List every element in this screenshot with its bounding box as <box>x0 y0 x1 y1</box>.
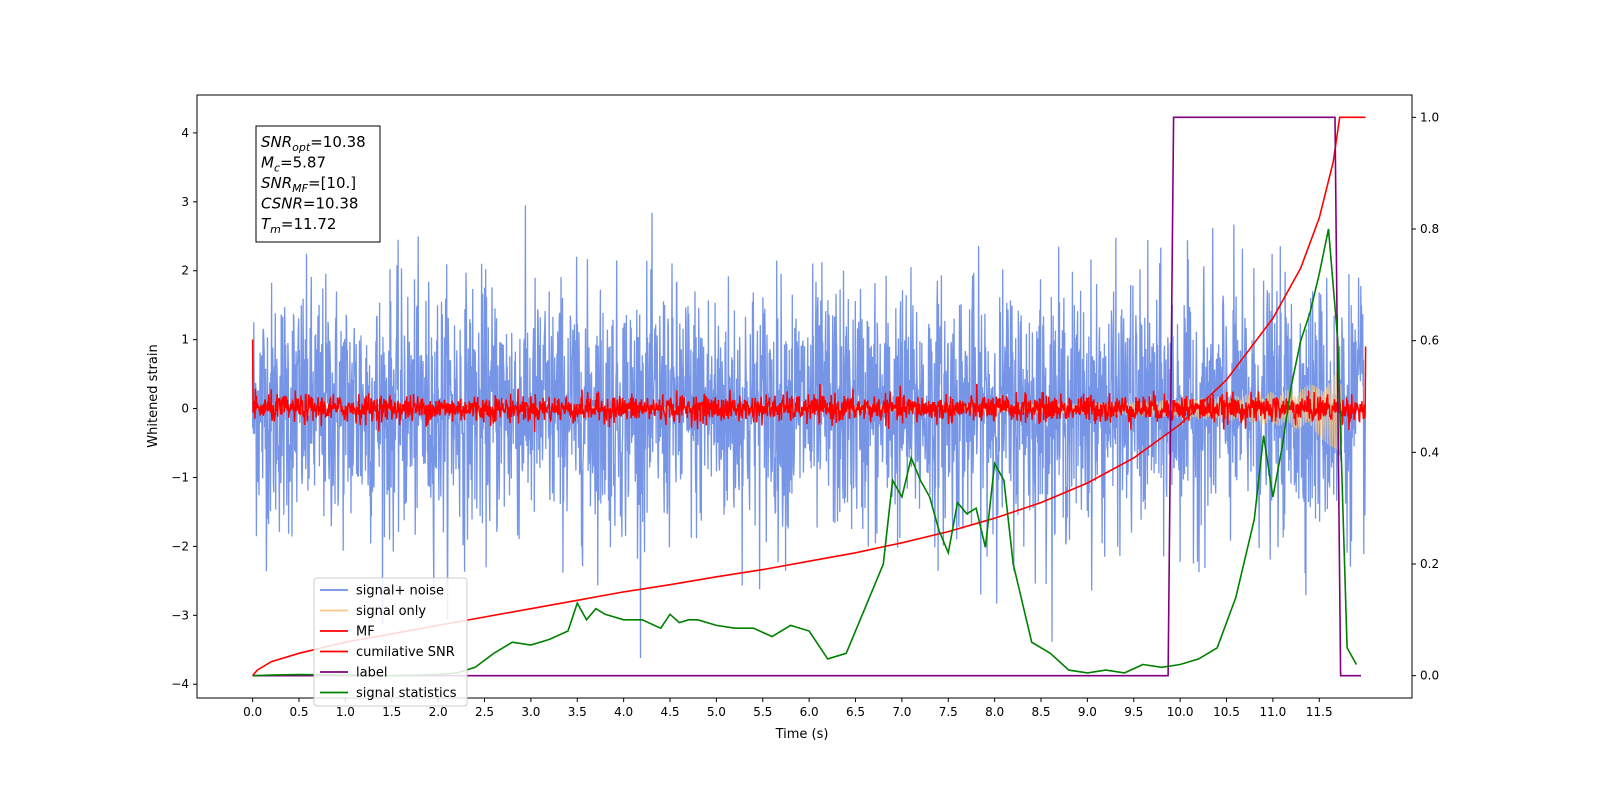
legend-label: label <box>356 666 387 681</box>
stats-annotation-box: SNRopt=10.38Mc=5.87SNRMF=[10.]CSNR=10.38… <box>255 125 381 243</box>
x-tick-label: 11.5 <box>1306 705 1333 719</box>
x-tick-label: 7.5 <box>939 705 958 719</box>
x-tick-label: 2.5 <box>475 705 494 719</box>
x-tick-label: 11.0 <box>1260 705 1287 719</box>
x-tick-label: 4.5 <box>660 705 679 719</box>
legend-frame <box>313 577 468 707</box>
annotation-line: CSNR=10.38 <box>261 195 358 213</box>
x-tick-label: 9.0 <box>1078 705 1097 719</box>
x-tick-label: 1.0 <box>336 705 355 719</box>
x-tick-label: 7.0 <box>892 705 911 719</box>
x-tick-label: 9.5 <box>1124 705 1143 719</box>
annotation-box-frame <box>255 125 381 243</box>
x-tick-label: 5.5 <box>753 705 772 719</box>
legend: signal+ noise signal only MF cumilative SNR… <box>313 577 468 707</box>
y2-tick-label: 0.4 <box>1420 445 1439 459</box>
y-tick-label: −4 <box>171 677 189 691</box>
y-tick-label: 4 <box>181 126 189 140</box>
x-tick-label: 0.0 <box>243 705 262 719</box>
annotation-line: SNRopt=10.38 <box>261 133 366 154</box>
x-tick-label: 10.0 <box>1167 705 1194 719</box>
y-tick-label: 1 <box>181 333 189 347</box>
y-axis-label: Whitened strain <box>146 344 161 447</box>
axes: 0.0 0.5 1.0 1.5 2.0 2.5 3.0 3.5 4.0 4.5 5.0 5.5 6.0 6… <box>171 110 1439 719</box>
x-tick-label: 8.0 <box>985 705 1004 719</box>
x-tick-label: 3.5 <box>568 705 587 719</box>
legend-label: signal+ noise <box>356 584 444 599</box>
x-axis-label: Time (s) <box>775 727 829 742</box>
x-tick-label: 0.5 <box>289 705 308 719</box>
y-tick-label: −1 <box>171 470 189 484</box>
legend-label: cumilative SNR <box>356 645 455 660</box>
x-tick-label: 10.5 <box>1213 705 1240 719</box>
annotation-line: Tm=11.72 <box>261 215 336 236</box>
x-tick-label: 5.0 <box>707 705 726 719</box>
y2-tick-label: 1.0 <box>1420 110 1439 124</box>
annotation-line: SNRMF=[10.] <box>261 174 356 195</box>
x-tick-label: 4.0 <box>614 705 633 719</box>
y-tick-label: −3 <box>171 608 189 622</box>
y-tick-label: 2 <box>181 264 189 278</box>
plot-frame <box>196 94 1413 699</box>
x-tick-label: 1.5 <box>382 705 401 719</box>
x-tick-label: 3.0 <box>521 705 540 719</box>
x-tick-label: 8.5 <box>1031 705 1050 719</box>
annotation-line: Mc=5.87 <box>261 154 326 175</box>
y-tick-label: 3 <box>181 195 189 209</box>
y-tick-label: 0 <box>181 402 189 416</box>
y2-tick-label: 0.0 <box>1420 669 1439 683</box>
legend-label: signal statistics <box>356 686 457 701</box>
x-tick-label: 2.0 <box>429 705 448 719</box>
series-signal-noise <box>251 205 1367 659</box>
y-tick-label: −2 <box>171 539 189 553</box>
y2-tick-label: 0.6 <box>1420 334 1439 348</box>
series-signal-statistics <box>252 228 1358 677</box>
legend-label: signal only <box>356 604 426 619</box>
series-mf <box>251 339 1367 432</box>
legend-label: MF <box>356 625 375 640</box>
y2-tick-label: 0.2 <box>1420 557 1439 571</box>
series-label <box>252 116 1361 677</box>
y2-tick-label: 0.8 <box>1420 222 1439 236</box>
x-tick-label: 6.5 <box>846 705 865 719</box>
x-tick-label: 6.0 <box>800 705 819 719</box>
